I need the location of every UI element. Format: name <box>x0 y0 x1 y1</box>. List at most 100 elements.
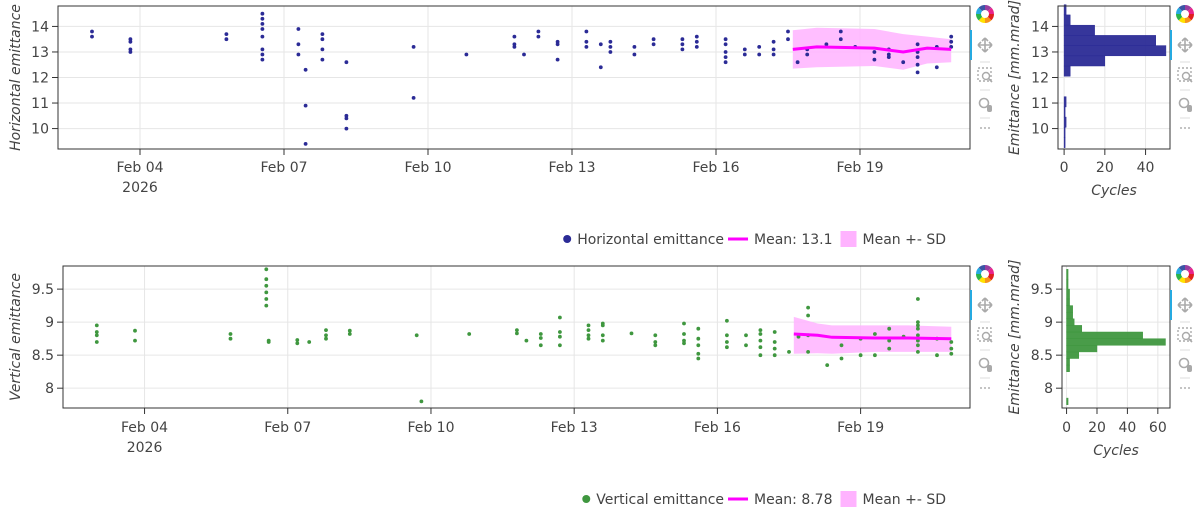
box-zoom-icon[interactable] <box>977 67 993 83</box>
data-point <box>320 37 325 42</box>
data-point <box>558 343 562 348</box>
histogram-bar <box>1063 137 1066 148</box>
data-point <box>632 52 637 57</box>
bokeh-logo-icon[interactable] <box>1176 265 1194 283</box>
data-point <box>558 334 562 339</box>
lens <box>981 331 991 341</box>
data-point <box>536 34 541 39</box>
main-plot[interactable] <box>62 265 971 409</box>
hist-y-tick-label: 13 <box>1031 45 1049 61</box>
histogram[interactable] <box>1057 4 1171 150</box>
data-point <box>653 343 658 348</box>
grid <box>58 6 970 149</box>
y-axis: 10 11 12 13 14 Horizontal emittance <box>8 4 58 151</box>
data-point <box>419 399 424 404</box>
dot <box>980 127 982 129</box>
data-point <box>901 60 906 65</box>
histogram-bar <box>1066 318 1075 326</box>
x-tick-label: Feb 10 <box>404 160 451 176</box>
data-point <box>725 340 729 344</box>
logo-segment <box>985 276 992 283</box>
more-icon[interactable] <box>980 387 990 389</box>
data-point <box>467 332 472 336</box>
more-icon[interactable] <box>980 127 990 129</box>
data-point <box>584 45 589 49</box>
data-point <box>303 142 308 146</box>
logo-segment <box>1187 267 1194 274</box>
box-outline <box>977 67 992 82</box>
box-zoom-icon[interactable] <box>1177 327 1193 343</box>
histogram-bar <box>1066 311 1073 320</box>
histogram-bar <box>1063 45 1167 57</box>
dot <box>980 387 982 389</box>
data-point <box>680 47 685 52</box>
data-point <box>414 333 419 338</box>
data-point <box>757 45 762 49</box>
data-point <box>260 27 265 31</box>
data-point <box>651 42 656 47</box>
data-point <box>344 60 349 65</box>
more-icon[interactable] <box>1180 387 1190 389</box>
data-point <box>916 333 920 338</box>
logo-segment <box>1187 7 1194 14</box>
wheel-zoom-icon[interactable] <box>978 357 993 373</box>
box-zoom-icon[interactable] <box>1177 67 1193 83</box>
data-point <box>916 323 920 328</box>
data-point <box>723 60 728 65</box>
data-point <box>772 346 777 351</box>
data-point <box>725 333 729 338</box>
data-point <box>916 297 920 301</box>
logo-segment <box>987 267 994 274</box>
wheel-zoom-icon[interactable] <box>1178 97 1193 113</box>
bokeh-logo-icon[interactable] <box>1176 5 1194 23</box>
y-tick-label: 13 <box>31 45 49 61</box>
wheel-zoom-icon[interactable] <box>1178 357 1193 373</box>
bokeh-logo-icon[interactable] <box>976 265 994 283</box>
dot <box>1180 127 1182 129</box>
data-point <box>825 363 830 367</box>
histogram-y-axis: 10 11 12 13 14 Emittance [mm.mrad] <box>1007 0 1058 155</box>
data-point <box>886 52 891 57</box>
pan-icon[interactable] <box>977 297 993 313</box>
logo-segment <box>985 16 992 23</box>
data-point <box>586 336 591 341</box>
dot <box>984 127 986 129</box>
data-point <box>725 318 729 323</box>
hist-x-tick-label: 20 <box>1088 420 1106 436</box>
lens <box>1178 97 1190 109</box>
logo-segment <box>1178 265 1185 272</box>
pan-arrows <box>1177 297 1193 313</box>
pan-icon[interactable] <box>977 37 993 53</box>
mean-line <box>792 45 952 54</box>
box-zoom-icon[interactable] <box>977 327 993 343</box>
data-point <box>600 333 605 338</box>
lens <box>1178 357 1190 369</box>
histogram[interactable] <box>1061 265 1171 409</box>
main-plot[interactable] <box>57 5 971 150</box>
pan-icon[interactable] <box>1177 37 1193 53</box>
histogram-bar <box>1066 269 1069 280</box>
logo-segment <box>1185 5 1192 12</box>
y-axis-title: Horizontal emittance <box>8 4 24 151</box>
data-point <box>538 332 543 336</box>
data-point <box>806 313 810 318</box>
data-point <box>260 47 265 52</box>
logo-segment <box>976 267 983 274</box>
data-point <box>296 52 301 57</box>
bokeh-logo-icon[interactable] <box>976 5 994 23</box>
lens-handle <box>1187 337 1193 343</box>
box-outline <box>1177 327 1192 342</box>
data-point <box>757 52 762 57</box>
wheel-zoom-icon[interactable] <box>978 97 993 113</box>
data-point <box>696 356 701 361</box>
more-icon[interactable] <box>1180 127 1190 129</box>
pan-icon[interactable] <box>1177 297 1193 313</box>
data-point <box>838 37 843 42</box>
hist-y-tick-label: 8 <box>1044 381 1053 397</box>
histogram-frame <box>1061 265 1171 409</box>
histogram-y-axis: 8 8.5 9 9.5 Emittance [mm.mrad] <box>1007 259 1062 415</box>
data-point <box>555 42 560 47</box>
data-point <box>838 29 843 34</box>
hist-y-tick-label: 9.5 <box>1031 282 1053 298</box>
data-point <box>411 45 416 49</box>
